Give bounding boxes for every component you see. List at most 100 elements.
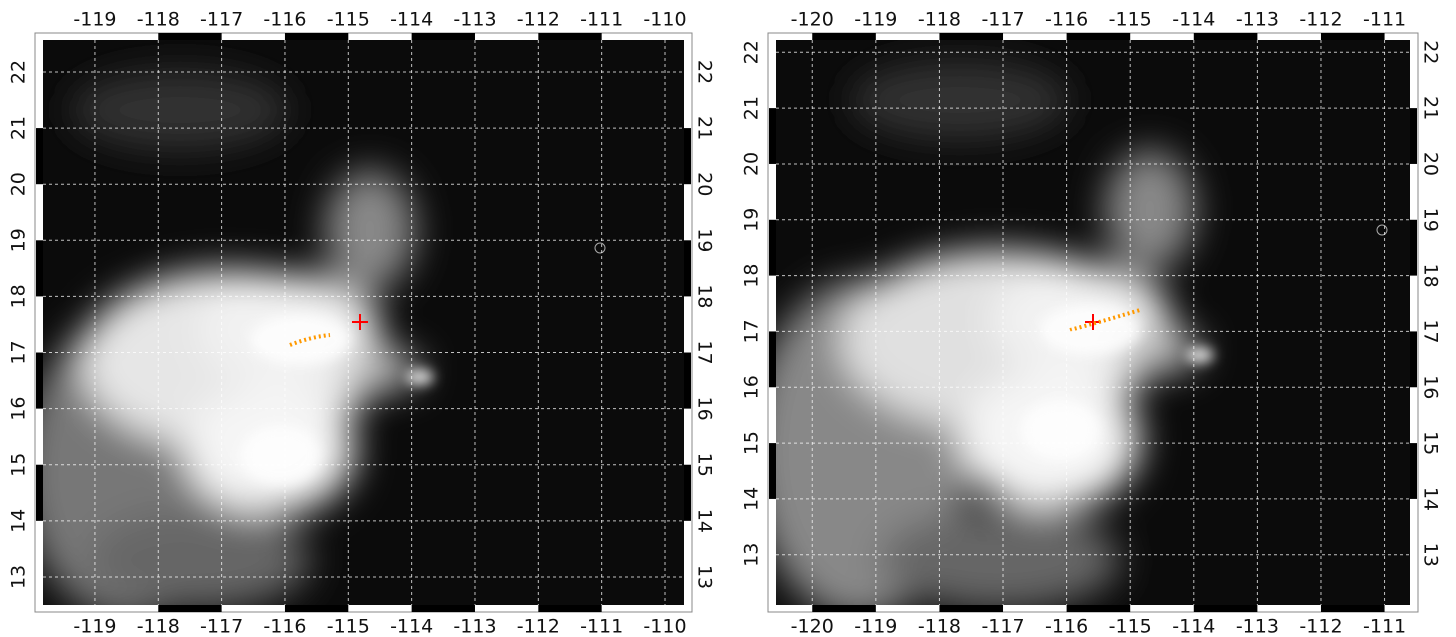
y-tick-label: 19 [694,228,716,252]
border-band [1410,220,1417,276]
border-band [769,108,776,164]
figure: -119-119-118-118-117-117-116-116-115-115… [0,0,1456,637]
y-tick-label: 21 [694,116,716,140]
border-band [1410,331,1417,387]
x-tick-label: -111 [580,9,623,31]
y-tick-label: 20 [8,172,30,196]
x-tick-label: -115 [327,9,370,31]
y-tick-label: 18 [8,284,30,308]
x-tick-label: -115 [1109,9,1152,31]
y-tick-label: 17 [8,340,30,364]
border-band [684,240,691,296]
border-band [1321,33,1385,40]
satellite-image [20,40,684,620]
y-tick-label: 22 [741,40,763,64]
x-tick-label: -111 [1363,616,1406,637]
border-band [36,240,43,296]
y-tick-label: 14 [1420,487,1442,511]
x-tick-label: -112 [1299,616,1342,637]
x-tick-label: -118 [137,9,180,31]
y-tick-label: 20 [694,172,716,196]
border-band [538,33,601,40]
x-tick-label: -114 [1172,9,1215,31]
y-tick-label: 13 [741,543,763,567]
border-band [769,331,776,387]
y-tick-label: 16 [741,375,763,399]
border-band [36,128,43,184]
x-tick-label: -116 [1045,9,1088,31]
border-band [769,443,776,499]
x-tick-label: -115 [327,616,370,637]
y-tick-label: 17 [694,340,716,364]
border-band [412,605,475,612]
border-band [769,220,776,276]
x-tick-label: -111 [1363,9,1406,31]
y-tick-label: 22 [694,60,716,84]
y-tick-label: 21 [1420,96,1442,120]
y-tick-label: 19 [8,228,30,252]
border-band [684,353,691,409]
y-tick-label: 13 [1420,543,1442,567]
x-tick-label: -117 [981,616,1024,637]
x-tick-label: -118 [918,9,961,31]
y-tick-label: 13 [694,565,716,589]
x-tick-label: -118 [918,616,961,637]
border-band [1194,605,1258,612]
y-tick-label: 18 [741,264,763,288]
border-band [1067,605,1131,612]
x-tick-label: -113 [1236,9,1279,31]
y-tick-label: 19 [1420,208,1442,232]
y-tick-label: 15 [8,453,30,477]
y-tick-label: 19 [741,208,763,232]
border-band [158,605,221,612]
border-band [158,33,221,40]
y-tick-label: 14 [8,509,30,533]
border-band [412,33,475,40]
border-band [285,33,348,40]
border-band [684,128,691,184]
border-band [939,605,1003,612]
x-tick-label: -116 [1045,616,1088,637]
y-tick-label: 15 [741,431,763,455]
border-band [538,605,601,612]
x-tick-label: -113 [453,616,496,637]
y-tick-label: 16 [8,397,30,421]
x-tick-label: -110 [643,9,686,31]
x-tick-label: -114 [390,616,433,637]
satellite-image [750,40,1410,620]
y-tick-label: 18 [1420,264,1442,288]
border-band [684,465,691,521]
border-band [36,353,43,409]
y-tick-label: 16 [694,397,716,421]
y-tick-label: 21 [741,96,763,120]
border-band [285,605,348,612]
y-tick-label: 17 [741,319,763,343]
y-tick-label: 18 [694,284,716,308]
y-tick-label: 20 [741,152,763,176]
x-tick-label: -119 [73,9,116,31]
x-tick-label: -113 [1236,616,1279,637]
y-tick-label: 17 [1420,319,1442,343]
border-band [812,33,876,40]
y-tick-label: 22 [1420,40,1442,64]
border-band [1410,443,1417,499]
border-band [812,605,876,612]
x-tick-label: -116 [263,9,306,31]
x-tick-label: -110 [643,616,686,637]
x-tick-label: -116 [263,616,306,637]
y-tick-label: 16 [1420,375,1442,399]
y-tick-label: 13 [8,565,30,589]
x-tick-label: -112 [1299,9,1342,31]
y-tick-label: 15 [694,453,716,477]
border-band [36,465,43,521]
x-tick-label: -119 [854,9,897,31]
border-band [1321,605,1385,612]
x-tick-label: -120 [791,616,834,637]
x-tick-label: -113 [453,9,496,31]
x-tick-label: -119 [854,616,897,637]
border-band [1194,33,1258,40]
x-tick-label: -118 [137,616,180,637]
x-tick-label: -114 [1172,616,1215,637]
x-tick-label: -114 [390,9,433,31]
border-band [939,33,1003,40]
